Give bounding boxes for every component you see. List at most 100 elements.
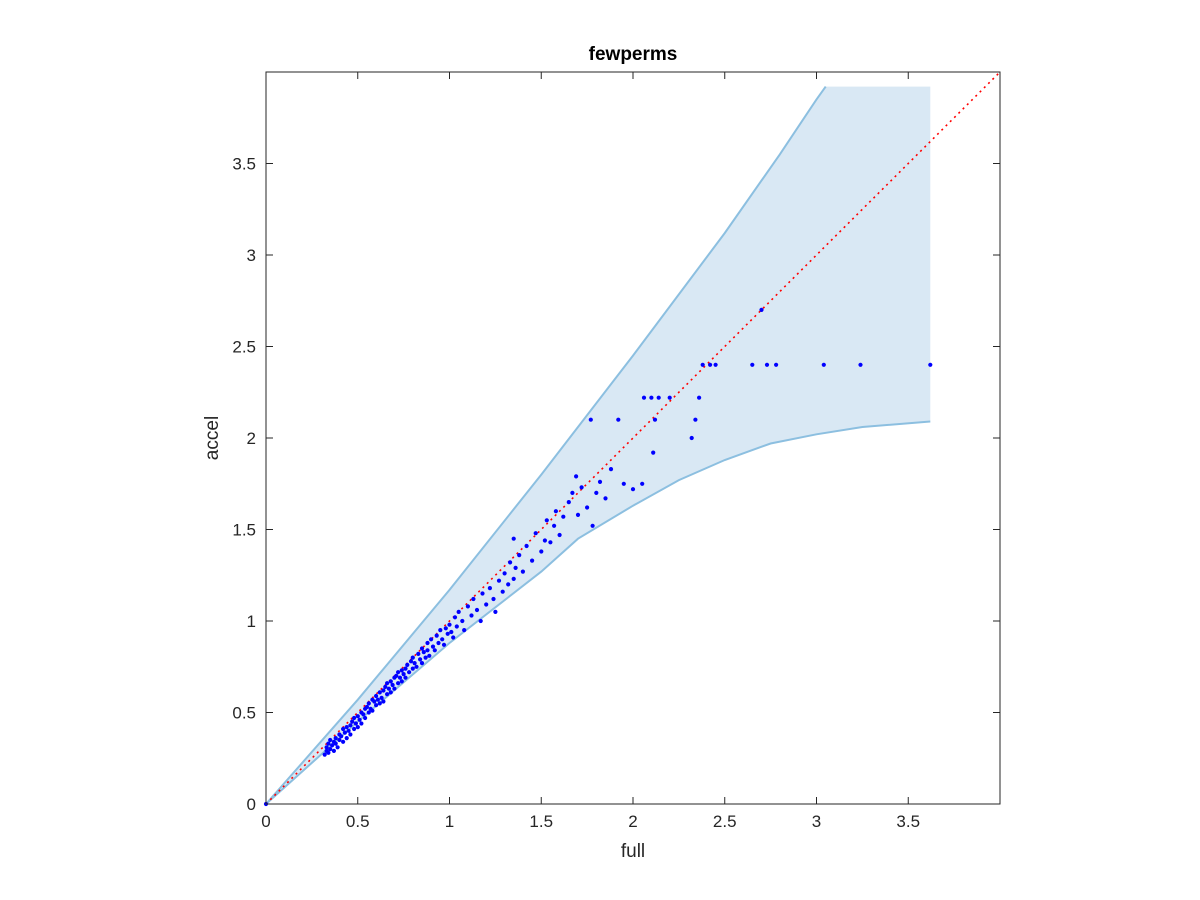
data-point xyxy=(764,362,770,367)
data-point xyxy=(377,701,382,706)
data-point xyxy=(357,717,362,722)
data-point xyxy=(641,395,647,400)
data-point xyxy=(374,703,379,708)
x-axis-label: full xyxy=(621,841,645,862)
data-point xyxy=(469,613,474,618)
data-point xyxy=(774,362,779,367)
data-point xyxy=(344,725,349,730)
data-point xyxy=(500,589,505,594)
data-point xyxy=(361,712,366,717)
data-point xyxy=(667,395,672,400)
data-point xyxy=(405,662,410,668)
data-point xyxy=(394,673,399,679)
band-lower-edge xyxy=(265,420,931,805)
data-point xyxy=(456,609,461,615)
data-point xyxy=(410,655,415,660)
data-point xyxy=(407,670,412,675)
data-point xyxy=(348,723,353,728)
data-point xyxy=(449,629,454,635)
data-point xyxy=(425,648,430,653)
data-point xyxy=(381,699,386,704)
data-point xyxy=(708,362,713,367)
data-point xyxy=(381,688,386,693)
data-point xyxy=(399,679,404,684)
y-tick-label: 1.5 xyxy=(232,521,256,540)
data-point xyxy=(574,474,579,479)
data-point xyxy=(511,576,516,582)
data-point xyxy=(397,675,403,680)
chart-title: fewperms xyxy=(589,44,678,65)
data-point xyxy=(326,741,331,746)
data-point xyxy=(493,609,498,615)
data-point xyxy=(399,668,404,673)
data-point xyxy=(348,732,353,737)
data-point xyxy=(425,640,430,646)
data-points-layer xyxy=(263,307,933,807)
data-point xyxy=(651,450,656,455)
data-point xyxy=(383,684,388,690)
data-point xyxy=(335,745,340,750)
data-point xyxy=(656,395,661,400)
data-point xyxy=(630,487,636,492)
data-point xyxy=(331,748,336,754)
data-point xyxy=(324,745,329,750)
y-tick-label: 3 xyxy=(247,246,256,265)
data-point xyxy=(594,490,599,495)
x-tick-label: 0.5 xyxy=(346,812,370,831)
data-point xyxy=(342,730,347,735)
data-point xyxy=(508,560,513,565)
data-point xyxy=(821,362,826,367)
data-point xyxy=(392,686,397,691)
data-point xyxy=(379,695,384,701)
data-point xyxy=(429,637,434,642)
data-point xyxy=(427,653,432,658)
data-point xyxy=(416,651,421,657)
data-point xyxy=(322,752,327,757)
data-point xyxy=(443,626,448,631)
data-point xyxy=(506,582,511,587)
data-point xyxy=(649,395,654,400)
data-point xyxy=(353,721,358,726)
data-point xyxy=(375,697,380,702)
band-upper-edge xyxy=(265,86,827,805)
data-point xyxy=(390,682,395,688)
data-point xyxy=(385,692,390,697)
x-tick-labels: 0 0.5 1 1.5 2 2.5 3 3.5 xyxy=(261,812,920,831)
data-point xyxy=(355,725,360,730)
data-point xyxy=(496,578,502,583)
data-point xyxy=(370,708,375,713)
data-point xyxy=(621,481,626,486)
data-point xyxy=(520,569,526,574)
data-point xyxy=(344,736,349,741)
data-point xyxy=(441,642,447,647)
data-point xyxy=(700,362,705,367)
data-point xyxy=(585,505,590,510)
data-point xyxy=(548,540,553,545)
data-point xyxy=(557,532,562,538)
data-point xyxy=(337,737,342,743)
data-point xyxy=(588,417,593,422)
data-point xyxy=(328,737,333,743)
data-point xyxy=(346,728,351,733)
data-point xyxy=(561,514,566,519)
data-point xyxy=(502,571,507,576)
data-point xyxy=(693,417,698,422)
data-point xyxy=(438,628,443,633)
data-point xyxy=(544,518,549,523)
data-point xyxy=(524,543,529,549)
data-point xyxy=(364,704,369,710)
x-tick-label: 3.5 xyxy=(896,812,920,831)
data-point xyxy=(366,710,371,715)
data-point xyxy=(517,553,522,558)
data-point xyxy=(603,496,608,501)
data-point xyxy=(414,664,419,669)
x-tick-label: 1.5 xyxy=(529,812,553,831)
y-tick-label: 2 xyxy=(247,429,256,448)
data-point xyxy=(471,596,476,602)
x-tick-label: 0 xyxy=(261,812,270,831)
confidence-band-layer xyxy=(265,86,931,805)
data-point xyxy=(928,362,933,367)
data-point xyxy=(408,659,414,664)
y-tick-label: 1 xyxy=(247,612,256,631)
data-point xyxy=(533,531,538,536)
